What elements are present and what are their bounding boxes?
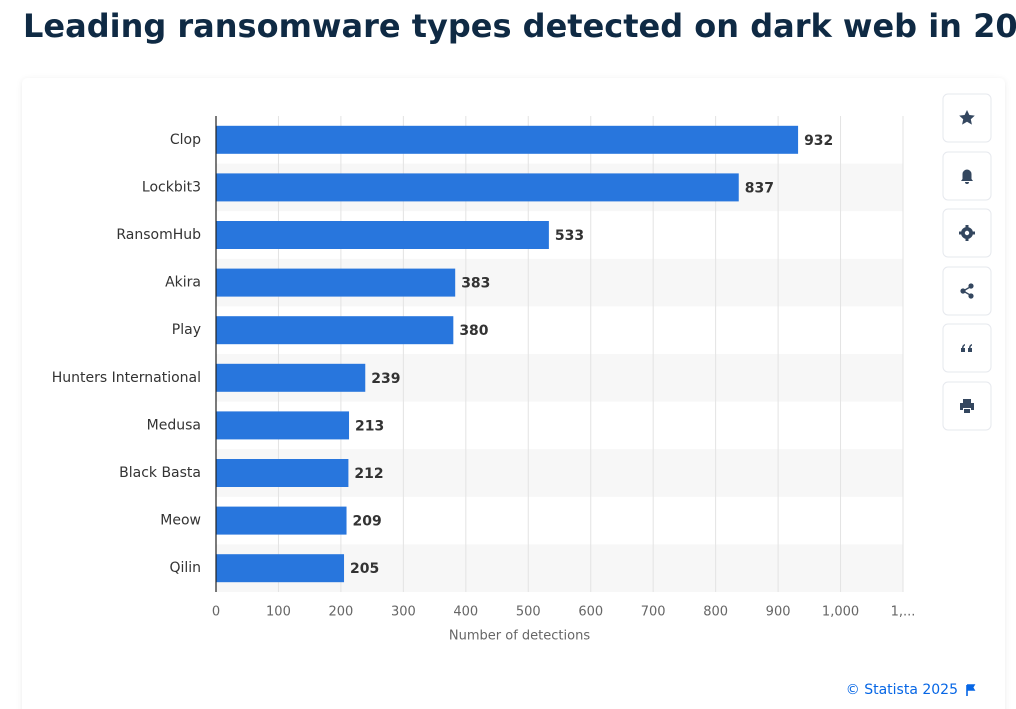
x-tick-label: 1,000 [822,605,859,620]
flag-icon[interactable] [966,684,976,696]
x-tick-label: 100 [266,605,291,620]
x-tick-label: 900 [766,605,791,620]
bar [216,268,456,297]
bar [216,506,347,535]
y-tick-label: RansomHub [116,227,201,243]
y-tick-label: Meow [160,513,201,529]
bar [216,173,739,202]
x-tick-label: 400 [453,605,478,620]
bar [216,459,349,487]
y-tick-label: Play [172,322,201,338]
value-label: 380 [459,323,488,339]
value-label: 239 [371,371,400,387]
x-tick-label: 1,... [891,605,916,620]
print-button[interactable] [942,381,992,431]
notification-button[interactable] [942,151,992,201]
value-label: 383 [461,276,490,292]
bar [216,221,549,249]
bar [216,363,366,392]
bar [216,125,799,154]
chart-title: Leading ransomware types detected on dar… [23,7,1016,45]
x-tick-label: 300 [391,605,416,620]
y-tick-label: Clop [170,132,201,148]
x-axis-label: Number of detections [449,629,590,644]
favorite-button[interactable] [942,93,992,143]
x-tick-label: 200 [328,605,353,620]
value-label: 837 [745,180,774,196]
plot: 0 100 200 300 400 500 600 700 800 900 1,000 1,... Nu… [52,116,916,644]
y-tick-label: Lockbit3 [142,179,201,195]
value-label: 932 [804,133,833,149]
x-tick-label: 700 [641,605,666,620]
x-tick-label: 500 [516,605,541,620]
share-button[interactable] [942,266,992,316]
value-label: 209 [353,514,382,530]
x-tick-label: 0 [212,605,220,620]
value-label: 533 [555,228,584,244]
bar [216,316,454,345]
y-tick-label: Akira [165,275,201,291]
bar [216,554,345,583]
value-label: 205 [350,561,379,577]
x-tick-label: 600 [578,605,603,620]
cite-button[interactable] [942,323,992,373]
y-tick-label: Hunters International [52,370,201,386]
y-tick-label: Medusa [147,417,201,433]
y-tick-label: Qilin [169,560,201,576]
bar [216,411,350,440]
value-label: 213 [355,418,384,434]
settings-button[interactable] [942,208,992,258]
source[interactable]: © Statista 2025 [846,682,958,698]
value-label: 212 [354,466,383,482]
x-tick-label: 800 [703,605,728,620]
y-tick-label: Black Basta [119,465,201,481]
